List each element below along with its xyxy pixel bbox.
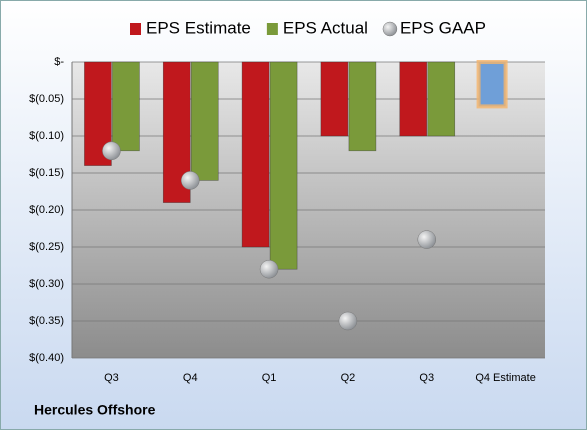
y-tick-label: $(0.25) xyxy=(29,241,64,253)
bar xyxy=(190,61,219,181)
legend-label: EPS Estimate xyxy=(146,18,251,37)
x-tick-label: Q3 xyxy=(104,372,119,384)
y-tick-label: $(0.30) xyxy=(29,278,64,290)
bar xyxy=(269,61,298,270)
bar xyxy=(399,61,428,137)
legend-swatch xyxy=(382,21,398,37)
legend: EPS Estimate EPS Actual EPS GAAP xyxy=(130,18,486,37)
legend-swatch xyxy=(130,23,141,35)
gaap-marker xyxy=(417,230,436,249)
x-tick-label: Q1 xyxy=(262,372,277,384)
y-tick-label: $(0.40) xyxy=(29,352,64,364)
bar xyxy=(476,60,508,109)
x-tick-label: Q4 Estimate xyxy=(475,372,536,384)
y-tick-label: $(0.20) xyxy=(29,204,64,216)
legend-swatch xyxy=(266,23,278,35)
gaap-marker xyxy=(181,171,200,190)
y-tick-label: $(0.15) xyxy=(29,167,64,179)
bar xyxy=(112,61,140,152)
bar xyxy=(241,61,270,248)
y-tick-label: $(0.10) xyxy=(29,130,64,142)
gaap-marker xyxy=(338,311,358,331)
y-tick-label: $(0.35) xyxy=(29,315,64,327)
y-tick-label: $- xyxy=(54,56,64,68)
y-tick-label: $(0.05) xyxy=(29,93,64,105)
legend-label: EPS Actual xyxy=(283,18,368,37)
gaap-marker xyxy=(259,259,279,279)
bar xyxy=(320,61,349,137)
bar xyxy=(348,61,377,152)
legend-label: EPS GAAP xyxy=(400,18,486,37)
footer: Hercules Offshore xyxy=(34,402,156,418)
bar xyxy=(427,61,456,137)
x-tick-label: Q2 xyxy=(341,372,356,384)
gaap-marker xyxy=(102,141,121,161)
x-tick-label: Q3 xyxy=(419,372,434,384)
x-tick-label: Q4 xyxy=(183,372,198,384)
